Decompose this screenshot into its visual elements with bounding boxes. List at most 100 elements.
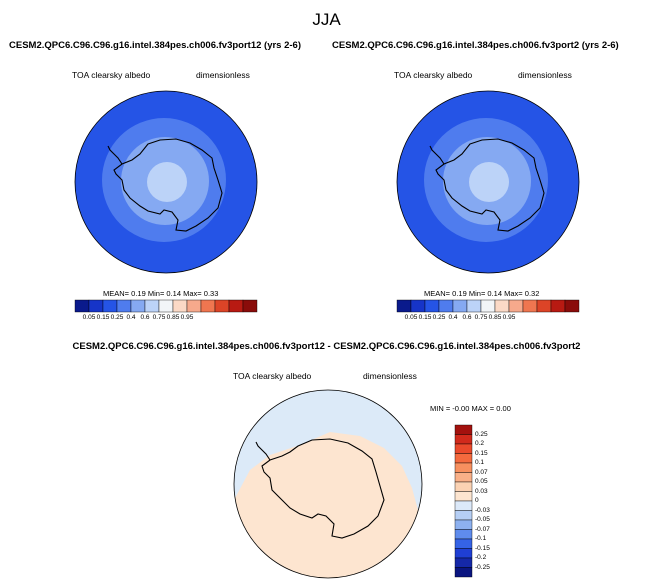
colorbar-tick-label: 0.75 — [474, 314, 488, 321]
colorbar-swatch — [550, 299, 566, 313]
antarctica-coastline — [261, 438, 385, 539]
colorbar-swatch — [454, 567, 473, 578]
colorbar-swatch — [536, 299, 552, 313]
colorbar-tick-label: 0.85 — [166, 314, 180, 321]
colorbar-tick-label: 0.07 — [475, 468, 488, 476]
colorbar-tick-label: 0.95 — [180, 314, 194, 321]
difference-minmax: MIN = -0.00 MAX = 0.00 — [430, 404, 511, 413]
colorbar-swatch — [144, 299, 160, 313]
colorbar-swatch — [74, 299, 90, 313]
figure-title: JJA — [312, 10, 341, 29]
colorbar-swatch — [228, 299, 244, 313]
colorbar-swatch — [396, 299, 412, 313]
colorbar-swatch — [172, 299, 188, 313]
panel2-units: dimensionless — [518, 70, 572, 80]
colorbar-swatch — [88, 299, 104, 313]
panel1-case-title: CESM2.QPC6.C96.C96.g16.intel.384pes.ch00… — [9, 40, 301, 51]
colorbar-tick-label: -0.07 — [475, 525, 490, 533]
colorbar-tick-label: 0.05 — [404, 314, 418, 321]
colorbar-swatch — [454, 491, 473, 502]
colorbar-swatch — [454, 510, 473, 521]
difference-units: dimensionless — [363, 371, 417, 381]
panel1-variable: TOA clearsky albedo — [72, 70, 151, 80]
colorbar-tick-label: 0.25 — [432, 314, 446, 321]
colorbar-difference — [454, 424, 473, 578]
colorbar-swatch — [564, 299, 580, 313]
antarctic-peninsula — [255, 441, 271, 461]
difference-land-region — [234, 432, 418, 578]
colorbar-swatch — [454, 548, 473, 559]
colorbar-tick-label: -0.25 — [475, 563, 490, 571]
colorbar-swatch — [130, 299, 146, 313]
colorbar-swatch — [116, 299, 132, 313]
colorbar-tick-label: 0.1 — [475, 459, 485, 466]
colorbar-swatch — [480, 299, 496, 313]
colorbar-swatch — [454, 500, 473, 511]
colorbar-tick-label: 0.15 — [475, 449, 488, 457]
antarctic-peninsula — [107, 145, 123, 165]
colorbar-tick-label: 0.6 — [140, 314, 150, 321]
colorbar-swatch — [214, 299, 230, 313]
colorbar-swatch — [522, 299, 538, 313]
colorbar-tick-label: -0.15 — [475, 544, 490, 552]
colorbar-1 — [74, 299, 258, 313]
colorbar-swatch — [454, 481, 473, 492]
colorbar-tick-label: 0.15 — [96, 314, 110, 321]
colorbar-tick-label: 0.6 — [462, 314, 472, 321]
colorbar-tick-label: 0.4 — [126, 314, 136, 321]
antarctica-coastline — [435, 138, 545, 232]
map-border — [74, 90, 258, 274]
antarctica-coastline — [113, 138, 223, 232]
colorbar-2 — [396, 299, 580, 313]
colorbar-tick-label: 0.05 — [475, 478, 488, 485]
colorbar-tick-label: 0.25 — [110, 314, 124, 321]
colorbar-swatch — [454, 434, 473, 445]
panel2-case-title: CESM2.QPC6.C96.C96.g16.intel.384pes.ch00… — [332, 40, 619, 51]
colorbar-swatch — [494, 299, 510, 313]
colorbar-swatch — [452, 299, 468, 313]
map-border — [396, 90, 580, 274]
colorbar-swatch — [410, 299, 426, 313]
colorbar-swatch — [454, 424, 473, 435]
difference-variable: TOA clearsky albedo — [233, 371, 312, 381]
colorbar-tick-label: 0 — [475, 497, 479, 504]
colorbar-tick-label: -0.2 — [475, 554, 487, 561]
colorbar-tick-label: 0.75 — [152, 314, 166, 321]
colorbar-tick-label: 0.2 — [475, 440, 485, 447]
colorbar-swatch — [454, 453, 473, 464]
colorbar-swatch — [158, 299, 174, 313]
contour-band-4 — [469, 162, 509, 202]
colorbar-tick-label: 0.4 — [448, 314, 458, 321]
colorbar-swatch — [454, 472, 473, 483]
colorbar-tick-label: -0.1 — [475, 535, 487, 542]
map-border — [233, 389, 423, 579]
colorbar-tick-label: -0.05 — [475, 516, 490, 523]
panel1-units: dimensionless — [196, 70, 250, 80]
colorbar-swatch — [242, 299, 258, 313]
colorbar-swatch — [102, 299, 118, 313]
colorbar-tick-label: 0.25 — [475, 430, 488, 438]
polar-map-2 — [396, 90, 580, 274]
colorbar-swatch — [454, 462, 473, 473]
difference-map — [233, 389, 423, 579]
colorbar-swatch — [466, 299, 482, 313]
colorbar-swatch — [424, 299, 440, 313]
colorbar-tick-label: 0.15 — [418, 314, 432, 321]
panel1-stats: MEAN= 0.19 Min= 0.14 Max= 0.33 — [103, 289, 219, 298]
colorbar-swatch — [186, 299, 202, 313]
contour-band-4 — [147, 162, 187, 202]
difference-land-patch — [236, 398, 410, 450]
colorbar-tick-label: 0.95 — [502, 314, 516, 321]
colorbar-tick-label: 0.85 — [488, 314, 502, 321]
polar-map-1 — [74, 90, 258, 274]
colorbar-swatch — [454, 538, 473, 549]
colorbar-tick-label: -0.03 — [475, 506, 490, 514]
colorbar-swatch — [438, 299, 454, 313]
panel2-variable: TOA clearsky albedo — [394, 70, 473, 80]
colorbar-tick-label: 0.03 — [475, 487, 488, 495]
panel2-stats: MEAN= 0.19 Min= 0.14 Max= 0.32 — [424, 289, 540, 298]
colorbar-swatch — [454, 519, 473, 530]
colorbar-swatch — [508, 299, 524, 313]
colorbar-swatch — [454, 529, 473, 540]
